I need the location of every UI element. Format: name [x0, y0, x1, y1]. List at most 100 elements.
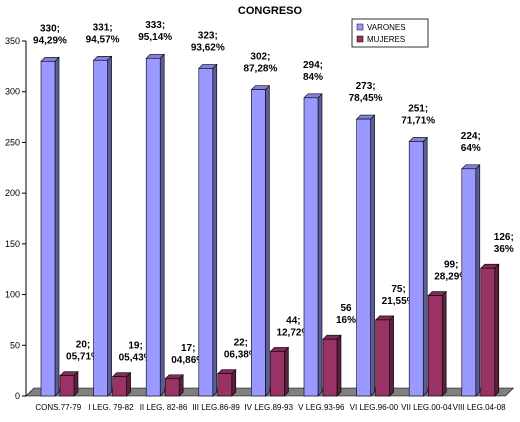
- bar-side: [159, 53, 165, 397]
- data-label: 12,72%: [276, 327, 310, 338]
- x-tick-label: V LEG.93-96: [298, 403, 345, 412]
- data-label: 331;: [93, 22, 113, 33]
- data-label: 224;: [461, 131, 481, 142]
- data-label: 17;: [181, 343, 195, 354]
- data-label: 323;: [198, 30, 218, 41]
- data-label: 56: [340, 303, 352, 314]
- y-tick-label: 250: [5, 137, 20, 147]
- bar-side: [389, 315, 394, 397]
- data-label: 273;: [356, 81, 376, 92]
- bar-front: [198, 68, 214, 397]
- data-label: 21,55%: [382, 296, 416, 307]
- legend-swatch-mujeres: [356, 35, 364, 43]
- bar-front: [164, 378, 180, 397]
- x-tick-label: II LEG. 82-86: [140, 403, 188, 412]
- data-label: 64%: [461, 143, 481, 154]
- bar-mujeres-6: [374, 315, 395, 397]
- data-label: 06,38%: [224, 350, 258, 361]
- bar-front: [251, 89, 266, 397]
- bar-side: [284, 346, 289, 397]
- bar-front: [93, 59, 108, 397]
- data-label: 94,57%: [86, 34, 120, 45]
- legend-box: [351, 18, 429, 48]
- bar-side: [475, 164, 481, 397]
- bar-front: [427, 295, 443, 397]
- bar-varones-8: [461, 164, 481, 397]
- bar-front: [303, 97, 319, 397]
- y-tick-label: 0: [15, 391, 20, 401]
- bar-mujeres-7: [427, 290, 447, 397]
- x-tick-label: VI LEG.96-00: [350, 403, 399, 412]
- y-tick-label: 350: [5, 36, 20, 46]
- bar-side: [317, 93, 323, 397]
- bar-front: [322, 338, 338, 397]
- bar-front: [356, 118, 371, 397]
- bar-varones-1: [92, 55, 113, 397]
- x-tick-label: CONS.77-79: [35, 403, 81, 412]
- plot-area: 0 50 100 150 200 250 300 350 330;94,29% 20;05,71%…: [5, 20, 515, 412]
- bar-side: [212, 63, 218, 397]
- data-label: 251;: [408, 103, 428, 114]
- chart-title: CONGRESO: [238, 5, 303, 17]
- bar-varones-5: [303, 93, 323, 397]
- y-tick-label: 300: [5, 87, 20, 97]
- data-label: 84%: [303, 72, 323, 83]
- bar-varones-4: [250, 84, 271, 397]
- data-label: 04,86%: [171, 355, 205, 366]
- data-label: 95,14%: [138, 32, 172, 43]
- data-label: 294;: [303, 60, 323, 71]
- bar-mujeres-8: [480, 263, 500, 397]
- x-tick-label: III LEG.86-89: [192, 403, 240, 412]
- bar-front: [408, 141, 424, 397]
- bar-front: [270, 351, 285, 397]
- bar-side: [107, 55, 112, 397]
- bar-front: [217, 373, 233, 397]
- bar-varones-3: [198, 63, 218, 397]
- x-tick-label: VIII LEG.04-08: [453, 403, 506, 412]
- legend-label-mujeres: MUJERES: [367, 35, 405, 44]
- bar-side: [422, 136, 428, 397]
- data-label: 93,62%: [191, 42, 225, 53]
- bar-side: [231, 368, 237, 397]
- bar-side: [370, 114, 375, 397]
- bar-front: [375, 319, 390, 397]
- bar-mujeres-4: [269, 346, 290, 397]
- bar-mujeres-2: [164, 374, 184, 397]
- data-label: 333;: [145, 20, 165, 31]
- legend: VARONES MUJERES: [351, 18, 429, 48]
- data-label: 75;: [391, 284, 405, 295]
- bar-side: [441, 290, 447, 397]
- data-label: 99;: [444, 260, 458, 271]
- bar-mujeres-5: [322, 334, 342, 397]
- bar-front: [480, 267, 496, 397]
- bar-front: [59, 375, 75, 397]
- bar-front: [40, 60, 56, 397]
- data-label: 302;: [250, 52, 270, 63]
- bar-varones-6: [355, 114, 376, 397]
- legend-swatch-varones: [356, 23, 364, 31]
- bar-side: [494, 263, 500, 397]
- data-label: 330;: [40, 23, 60, 34]
- data-label: 05,71%: [66, 352, 100, 363]
- bar-side: [265, 84, 270, 397]
- y-tick-label: 200: [5, 188, 20, 198]
- x-tick-label: VII LEG.00-04: [401, 403, 452, 412]
- bar-front: [112, 376, 127, 397]
- data-label: 87,28%: [243, 64, 277, 75]
- x-tick-label: I LEG. 79-82: [88, 403, 134, 412]
- data-label: 16%: [336, 315, 356, 326]
- data-label: 28,29%: [434, 272, 468, 283]
- legend-label-varones: VARONES: [367, 23, 406, 32]
- x-tick-label: IV LEG.89-93: [244, 403, 293, 412]
- bar-front: [461, 168, 477, 397]
- data-label: 22;: [234, 338, 248, 349]
- data-label: 94,29%: [33, 35, 67, 46]
- data-label: 19;: [128, 341, 142, 352]
- data-label: 20;: [76, 340, 90, 351]
- bar-front: [145, 57, 161, 397]
- data-label: 44;: [286, 315, 300, 326]
- bar-side: [336, 334, 342, 397]
- bar-mujeres-0: [59, 370, 79, 397]
- bar-side: [54, 56, 60, 397]
